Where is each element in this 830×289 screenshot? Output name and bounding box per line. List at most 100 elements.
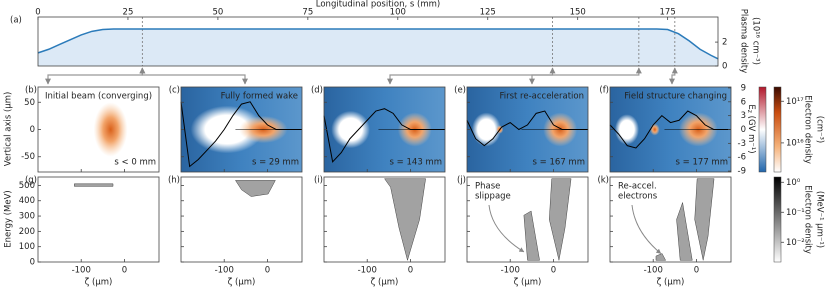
- wake-bubble: [190, 105, 264, 154]
- x-tick-label: 125: [480, 8, 496, 18]
- x-tick-label: 0: [694, 266, 699, 276]
- y-axis-label: Energy (MeV): [4, 190, 14, 247]
- panel-label: (d): [311, 86, 323, 96]
- spectrum-shape: [74, 183, 114, 187]
- panel-background: [324, 177, 445, 262]
- panel-title: Fully formed wake: [221, 92, 298, 102]
- x-axis-label: ζ (μm): [514, 278, 542, 288]
- spectrum-shape: [655, 253, 666, 261]
- colorbar-tick-label: 10⁰: [786, 178, 801, 188]
- y-axis-label: Plasma density: [739, 9, 749, 73]
- colorbar-tick-label: 10⁻²: [786, 238, 805, 248]
- x-axis-label: ζ (μm): [371, 278, 399, 288]
- colorbar-unit: (cm⁻³): [815, 116, 825, 143]
- connector-arrow: [45, 67, 146, 85]
- ez-line: [609, 110, 731, 149]
- panel-title: Initial beam (converging): [45, 92, 152, 102]
- colorbar: [773, 176, 782, 263]
- panel-label: (b): [25, 86, 37, 96]
- panel-label: (g): [25, 176, 37, 186]
- panel-label: (a): [10, 16, 22, 26]
- x-axis-label: Longitudinal position, s (mm): [316, 0, 440, 10]
- spectrum-shape: [676, 201, 693, 261]
- y2-tick-label: 0: [741, 125, 746, 135]
- y2-axis-label-part: E: [747, 104, 757, 109]
- annotation: electrons: [618, 192, 658, 202]
- connector-arrow: [529, 67, 642, 85]
- wake-bubble: [614, 114, 640, 145]
- panel-label: (e): [454, 86, 466, 96]
- colorbar-label: Electron density: [803, 95, 813, 164]
- x-tick-label: 175: [660, 8, 676, 18]
- panel-background: [181, 177, 302, 262]
- density-line: [37, 28, 719, 60]
- area-under-curve: [38, 28, 718, 67]
- y2-tick-label: 9: [741, 83, 746, 93]
- panel-label: (f): [599, 86, 609, 96]
- panel-frame: [37, 176, 160, 263]
- panel-frame: [609, 176, 732, 263]
- connector-arrow: [669, 67, 678, 85]
- connector-arrow: [139, 67, 248, 85]
- y-axis-label: Vertical axis (μm): [4, 92, 14, 167]
- y2-tick-label: 6: [741, 97, 746, 107]
- position-label: s = 177 mm: [676, 158, 728, 168]
- x-tick-label: 150: [570, 8, 586, 18]
- y2-axis-label-part: z: [747, 110, 754, 113]
- ez-colorbar: [758, 86, 767, 173]
- spectrum-shape: [235, 180, 276, 197]
- x-tick-label: -100: [644, 266, 663, 276]
- x-tick-label: -100: [72, 266, 91, 276]
- annotation: Re-accel.: [618, 182, 657, 192]
- colorbar: [773, 86, 782, 173]
- beam-density: [649, 123, 660, 136]
- beam-density: [93, 102, 128, 157]
- x-axis-label: ζ (μm): [85, 278, 113, 288]
- ez-line: [180, 101, 302, 168]
- x-tick-label: -100: [501, 266, 520, 276]
- annotation: slippage: [475, 192, 511, 202]
- colorbar-unit: (MeV⁻¹ μm⁻¹): [815, 191, 825, 248]
- panel-title: Field structure changing: [624, 92, 727, 102]
- spectrum-shape: [694, 178, 715, 261]
- panel-label: (j): [457, 176, 466, 186]
- wake-bubble: [331, 110, 370, 149]
- y-tick-label: 0: [30, 258, 35, 268]
- y-tick-label: 100: [19, 242, 35, 252]
- panel-background: [38, 177, 159, 262]
- ez-line: [323, 108, 445, 163]
- x-tick-label: 25: [123, 8, 134, 18]
- spectrum-shape: [549, 178, 572, 261]
- colorbar-label: Electron density: [803, 185, 813, 254]
- x-axis-label: ζ (μm): [228, 278, 256, 288]
- y-tick-label: 400: [19, 196, 35, 206]
- colorbar-tick-label: 10¹⁷: [786, 97, 804, 107]
- position-label: s = 143 mm: [390, 158, 442, 168]
- panel-label: (i): [314, 176, 323, 186]
- ez-line: [466, 110, 588, 147]
- panel-label: (c): [169, 86, 180, 96]
- colorbar-tick-label: 10⁻¹: [786, 208, 805, 218]
- y2-tick-label: 3: [741, 111, 746, 121]
- y2-axis-label-part: (GV m⁻¹): [747, 113, 757, 154]
- x-tick-label: 0: [265, 266, 270, 276]
- position-label: s < 0 mm: [114, 158, 156, 168]
- y-tick-label: 2: [722, 38, 727, 48]
- y2-tick-label: -9: [738, 167, 746, 177]
- x-tick-label: 0: [122, 266, 127, 276]
- y-tick-label: 300: [19, 212, 35, 222]
- connector-arrow: [387, 67, 556, 85]
- spectrum-shape: [523, 210, 540, 261]
- x-tick-label: 0: [35, 8, 40, 18]
- panel-frame: [37, 16, 719, 67]
- panel-frame: [466, 176, 589, 263]
- colorbar-tick-label: 10¹⁶: [786, 138, 804, 148]
- spectrum-shape: [384, 178, 426, 262]
- y-tick-label: 500: [19, 181, 35, 191]
- y2-axis-label: Ez (GV m⁻¹): [747, 104, 757, 153]
- x-tick-label: 0: [408, 266, 413, 276]
- y2-tick-label: -6: [738, 153, 746, 163]
- x-tick-label: 75: [302, 8, 313, 18]
- position-label: s = 167 mm: [533, 158, 585, 168]
